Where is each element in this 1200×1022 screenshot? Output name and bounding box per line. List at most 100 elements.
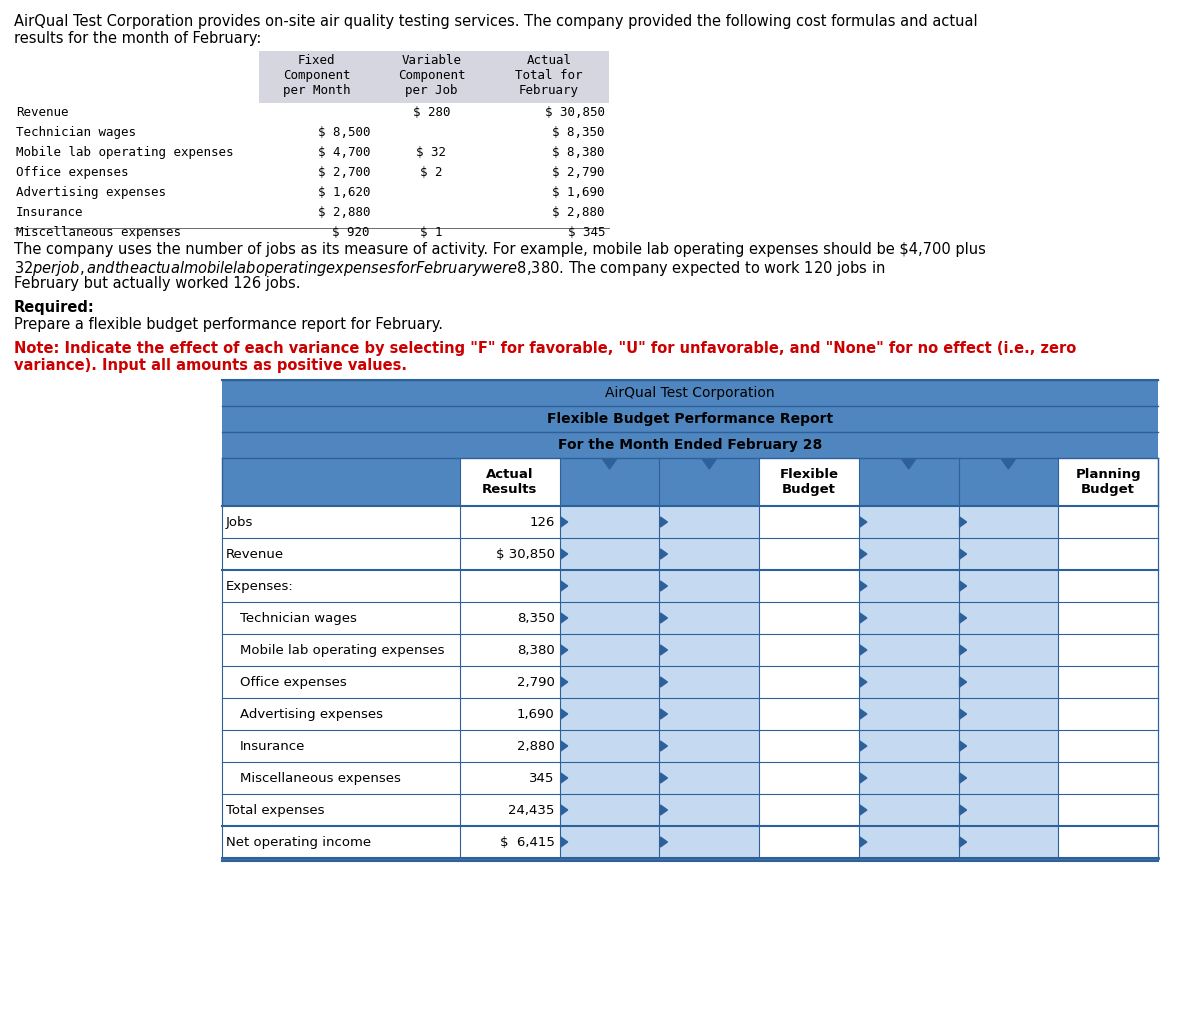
Bar <box>559 666 660 698</box>
Bar <box>859 570 959 602</box>
Bar <box>959 634 1058 666</box>
Text: Advertising expenses: Advertising expenses <box>240 707 383 721</box>
Polygon shape <box>660 837 667 847</box>
Text: The company uses the number of jobs as its measure of activity. For example, mob: The company uses the number of jobs as i… <box>14 242 986 257</box>
Polygon shape <box>660 517 667 527</box>
Bar <box>559 570 660 602</box>
Text: 345: 345 <box>529 772 554 785</box>
Bar <box>660 762 760 794</box>
Bar <box>460 602 559 634</box>
Text: $  6,415: $ 6,415 <box>500 836 554 848</box>
Text: $ 32: $ 32 <box>416 146 446 159</box>
Bar <box>559 762 660 794</box>
Text: 8,380: 8,380 <box>517 644 554 656</box>
Bar <box>222 634 460 666</box>
Bar <box>760 826 859 858</box>
Polygon shape <box>960 741 966 751</box>
Bar <box>859 506 959 538</box>
Polygon shape <box>660 805 667 815</box>
Bar <box>959 506 1058 538</box>
Bar <box>959 570 1058 602</box>
Text: Expenses:: Expenses: <box>226 579 294 593</box>
Polygon shape <box>560 645 568 655</box>
Bar <box>222 602 460 634</box>
Polygon shape <box>860 805 866 815</box>
Text: Mobile lab operating expenses: Mobile lab operating expenses <box>16 146 234 159</box>
Text: Fixed
Component
per Month: Fixed Component per Month <box>283 54 350 97</box>
Bar <box>760 762 859 794</box>
Bar <box>460 538 559 570</box>
Bar <box>859 730 959 762</box>
Bar <box>222 666 460 698</box>
Text: variance). Input all amounts as positive values.: variance). Input all amounts as positive… <box>14 358 407 373</box>
Bar <box>660 570 760 602</box>
Bar <box>559 698 660 730</box>
Text: Office expenses: Office expenses <box>16 166 128 179</box>
Text: Revenue: Revenue <box>16 106 68 119</box>
Text: Required:: Required: <box>14 300 95 315</box>
Bar <box>660 794 760 826</box>
Text: $ 920: $ 920 <box>332 226 370 239</box>
Text: Advertising expenses: Advertising expenses <box>16 186 166 199</box>
Text: $ 2,880: $ 2,880 <box>552 206 605 219</box>
Polygon shape <box>860 549 866 559</box>
Bar <box>222 506 460 538</box>
Polygon shape <box>602 459 617 469</box>
Bar <box>222 570 460 602</box>
Polygon shape <box>960 517 966 527</box>
Bar <box>959 794 1058 826</box>
Bar <box>859 602 959 634</box>
Bar <box>1058 698 1158 730</box>
Text: Revenue: Revenue <box>226 548 284 560</box>
Text: $ 1,690: $ 1,690 <box>552 186 605 199</box>
Text: $ 30,850: $ 30,850 <box>545 106 605 119</box>
Bar <box>460 730 559 762</box>
Bar <box>660 506 760 538</box>
Bar <box>760 730 859 762</box>
Bar <box>460 794 559 826</box>
Polygon shape <box>860 741 866 751</box>
Polygon shape <box>560 613 568 623</box>
Bar <box>1058 826 1158 858</box>
Bar <box>222 380 1158 406</box>
Bar <box>660 826 760 858</box>
Polygon shape <box>860 677 866 687</box>
Bar <box>222 458 1158 506</box>
Polygon shape <box>560 549 568 559</box>
Polygon shape <box>560 837 568 847</box>
Polygon shape <box>702 459 716 469</box>
Polygon shape <box>960 773 966 783</box>
Text: $ 2,790: $ 2,790 <box>552 166 605 179</box>
Bar <box>859 698 959 730</box>
Text: Insurance: Insurance <box>240 740 305 752</box>
Bar <box>559 538 660 570</box>
Text: Insurance: Insurance <box>16 206 84 219</box>
Polygon shape <box>860 517 866 527</box>
Text: $ 8,350: $ 8,350 <box>552 126 605 139</box>
Bar <box>460 634 559 666</box>
Bar <box>559 730 660 762</box>
Bar <box>760 458 859 506</box>
Text: $32 per job, and the actual mobile lab operating expenses for February were $8,3: $32 per job, and the actual mobile lab o… <box>14 259 886 278</box>
Bar <box>559 826 660 858</box>
Text: Actual
Results: Actual Results <box>482 468 538 496</box>
Text: 1,690: 1,690 <box>517 707 554 721</box>
Text: AirQual Test Corporation: AirQual Test Corporation <box>605 386 775 400</box>
Bar <box>1058 570 1158 602</box>
Bar <box>559 506 660 538</box>
Bar <box>460 698 559 730</box>
Text: Prepare a flexible budget performance report for February.: Prepare a flexible budget performance re… <box>14 317 443 332</box>
Bar <box>660 730 760 762</box>
Polygon shape <box>560 709 568 719</box>
Text: Technician wages: Technician wages <box>16 126 136 139</box>
Bar <box>1058 794 1158 826</box>
Polygon shape <box>660 613 667 623</box>
Bar <box>460 458 559 506</box>
Text: Office expenses: Office expenses <box>240 676 347 689</box>
Bar <box>859 762 959 794</box>
Text: $ 8,500: $ 8,500 <box>318 126 370 139</box>
Polygon shape <box>660 677 667 687</box>
Bar <box>760 794 859 826</box>
Text: $ 280: $ 280 <box>413 106 450 119</box>
Text: $ 30,850: $ 30,850 <box>496 548 554 560</box>
